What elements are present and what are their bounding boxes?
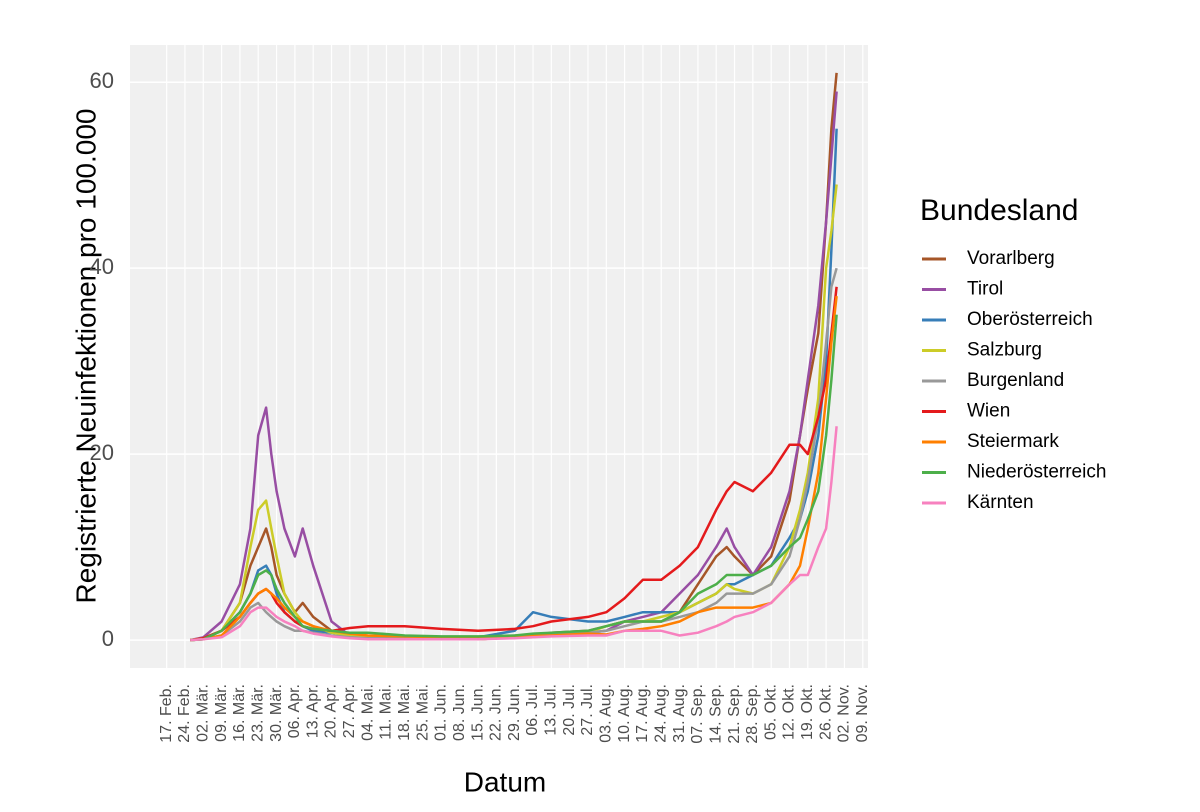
x-tick-label: 23. Mär. [249,684,266,742]
x-tick-label: 24. Feb. [176,684,193,743]
x-tick-label: 25. Mai. [414,684,431,741]
y-tick-label: 40 [90,254,114,279]
legend-label: Vorarlberg [967,248,1055,269]
x-tick-label: 15. Jun. [469,684,486,741]
x-tick-label: 07. Sep. [689,684,706,744]
x-tick-label: 26. Okt. [817,684,834,740]
x-tick-label: 04. Mai. [359,684,376,741]
legend-label: Salzburg [967,340,1042,361]
x-tick-label: 14. Sep. [707,684,724,744]
y-tick-label: 60 [90,68,114,93]
x-tick-label: 27. Jul. [579,684,596,736]
y-axis-label: Registrierte Neuinfektionen pro 100.000 [70,109,101,604]
legend-label: Oberösterreich [967,309,1093,330]
x-tick-label: 08. Jun. [451,684,468,741]
x-tick-label: 02. Nov. [836,684,853,742]
x-tick-label: 17. Aug. [634,684,651,743]
x-tick-label: 21. Sep. [726,684,743,744]
legend-label: Niederösterreich [967,462,1106,483]
x-tick-label: 11. Mai. [378,684,395,740]
x-tick-label: 16. Mär. [231,684,248,742]
x-tick-label: 09. Mär. [213,684,230,742]
x-tick-label: 12. Okt. [781,684,798,740]
legend-label: Wien [967,401,1010,422]
x-tick-label: 31. Aug. [671,684,688,743]
x-tick-label: 17. Feb. [158,684,175,743]
x-tick-label: 20. Jul. [561,684,578,736]
x-tick-label: 22. Jun. [488,684,505,741]
x-tick-label: 19. Okt. [799,684,816,740]
y-tick-label: 0 [102,626,114,651]
x-tick-label: 13. Apr. [304,684,321,738]
x-tick-label: 29. Jun. [506,684,523,741]
x-tick-label: 10. Aug. [616,684,633,743]
x-tick-label: 06. Jul. [524,684,541,736]
x-tick-label: 01. Jun. [433,684,450,741]
x-tick-label: 20. Apr. [323,684,340,738]
series-line [190,426,838,642]
x-tick-label: 03. Aug. [598,684,615,743]
x-tick-label: 02. Mär. [194,684,211,742]
series-line [190,314,838,642]
legend-label: Tirol [967,279,1003,300]
x-tick-label: 28. Sep. [744,684,761,744]
x-tick-label: 09. Nov. [854,684,871,742]
x-tick-label: 30. Mär. [268,684,285,742]
legend-label: Steiermark [967,431,1059,452]
legend-label: Kärnten [967,492,1034,513]
x-tick-label: 18. Mai. [396,684,413,741]
y-tick-label: 20 [90,440,114,465]
x-tick-label: 27. Apr. [341,684,358,738]
x-axis-label: Datum [464,766,546,797]
x-tick-label: 24. Aug. [652,684,669,743]
x-tick-label: 05. Okt. [762,684,779,740]
x-tick-label: 13. Jul. [543,684,560,736]
legend-label: Burgenland [967,370,1064,391]
x-tick-label: 06. Apr. [286,684,303,738]
legend-title: Bundesland [920,194,1078,227]
